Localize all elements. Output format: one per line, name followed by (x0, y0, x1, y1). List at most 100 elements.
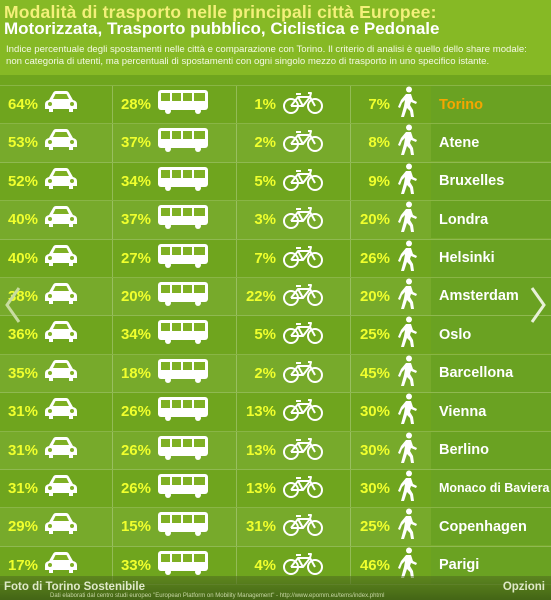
column-divider (236, 201, 237, 239)
bus-icon (157, 127, 209, 158)
car-icon (44, 90, 78, 119)
car-cell: 36% (0, 316, 78, 353)
pedestrian-icon (396, 316, 418, 353)
column-divider (350, 162, 351, 201)
chart-title: Modalità di trasporto nelle principali c… (4, 2, 437, 22)
bicycle-icon (282, 243, 324, 274)
next-arrow-icon[interactable] (529, 285, 547, 325)
column-divider (236, 86, 237, 124)
walk-cell: 45% (352, 355, 418, 392)
table-row: 64% 28% 1% 7% Torino (0, 85, 551, 125)
bus-icon (157, 319, 209, 350)
bike-percent: 7% (254, 249, 276, 267)
column-divider (236, 469, 237, 508)
bus-icon (157, 243, 209, 274)
walk-cell: 30% (352, 393, 418, 430)
bike-cell: 1% (238, 86, 324, 123)
bus-icon (157, 550, 209, 581)
bus-percent: 34% (120, 326, 151, 344)
car-icon (44, 512, 78, 541)
column-divider (350, 508, 351, 546)
bike-percent: 31% (245, 518, 276, 536)
car-percent: 53% (7, 134, 38, 152)
bus-percent: 15% (120, 518, 151, 536)
pedestrian-icon (396, 240, 418, 277)
column-divider (112, 354, 113, 393)
pedestrian-icon (396, 508, 418, 545)
city-label: Helsinki (431, 239, 551, 277)
bus-cell: 34% (113, 316, 209, 353)
column-divider (350, 469, 351, 508)
header: Modalità di trasporto nelle principali c… (0, 0, 551, 75)
car-percent: 64% (7, 96, 38, 113)
bus-percent: 37% (120, 134, 151, 152)
bike-percent: 4% (254, 556, 276, 574)
bus-icon (157, 396, 209, 427)
bike-percent: 2% (254, 134, 276, 152)
car-cell: 31% (0, 393, 78, 430)
column-divider (236, 508, 237, 546)
table-row: 53% 37% 2% 8% Atene (0, 124, 551, 163)
column-divider (236, 277, 237, 316)
walk-cell: 30% (352, 432, 418, 469)
table-row: 40% 37% 3% 20% Londra (0, 201, 551, 240)
bicycle-icon (282, 550, 324, 581)
car-icon (44, 397, 78, 426)
bicycle-icon (282, 473, 324, 504)
car-cell: 40% (0, 240, 78, 277)
car-percent: 31% (7, 479, 38, 497)
bike-percent: 13% (245, 479, 276, 497)
bus-icon (157, 281, 209, 312)
bicycle-icon (282, 319, 324, 350)
bicycle-icon (282, 281, 324, 312)
bus-cell: 37% (113, 201, 209, 238)
pedestrian-icon (396, 547, 418, 584)
column-divider (350, 201, 351, 239)
bike-percent: 2% (254, 364, 276, 382)
city-label: Torino (431, 86, 551, 123)
car-percent: 40% (7, 249, 38, 267)
pedestrian-icon (396, 86, 418, 123)
car-icon (44, 551, 78, 580)
options-button[interactable]: Opzioni (502, 581, 545, 593)
column-divider (350, 124, 351, 162)
bicycle-icon (282, 166, 324, 197)
car-percent: 17% (7, 556, 38, 574)
car-percent: 31% (7, 441, 38, 459)
bus-cell: 37% (113, 124, 209, 161)
pedestrian-icon (396, 432, 418, 469)
car-icon (44, 244, 78, 273)
bike-cell: 13% (238, 432, 324, 469)
car-percent: 52% (7, 172, 38, 190)
bus-percent: 26% (120, 441, 151, 459)
column-divider (112, 277, 113, 316)
car-icon (44, 128, 78, 157)
column-divider (112, 162, 113, 201)
chart-subtitle: Motorizzata, Trasporto pubblico, Ciclist… (4, 19, 440, 38)
column-divider (350, 239, 351, 277)
car-icon (44, 474, 78, 503)
table-row: 31% 26% 13% 30% Berlino (0, 431, 551, 470)
bus-percent: 37% (120, 211, 151, 229)
bike-cell: 13% (238, 393, 324, 430)
bus-percent: 34% (120, 172, 151, 190)
walk-cell: 25% (352, 508, 418, 545)
bus-percent: 27% (120, 249, 151, 267)
walk-percent: 46% (359, 556, 390, 574)
bus-icon (157, 435, 209, 466)
car-cell: 29% (0, 508, 78, 545)
walk-percent: 20% (359, 287, 390, 305)
table-row: 40% 27% 7% 26% Helsinki (0, 239, 551, 278)
table-row: 36% 34% 5% 25% Oslo (0, 316, 551, 355)
car-icon (44, 282, 78, 311)
car-icon (44, 205, 78, 234)
car-cell: 53% (0, 124, 78, 161)
car-cell: 31% (0, 432, 78, 469)
bus-cell: 33% (113, 547, 209, 584)
car-percent: 36% (7, 326, 38, 344)
prev-arrow-icon[interactable] (4, 285, 22, 325)
description-line-2: non categoria di utenti, ma percentuali … (6, 56, 490, 67)
column-divider (236, 239, 237, 277)
column-divider (350, 354, 351, 393)
bus-icon (157, 204, 209, 235)
